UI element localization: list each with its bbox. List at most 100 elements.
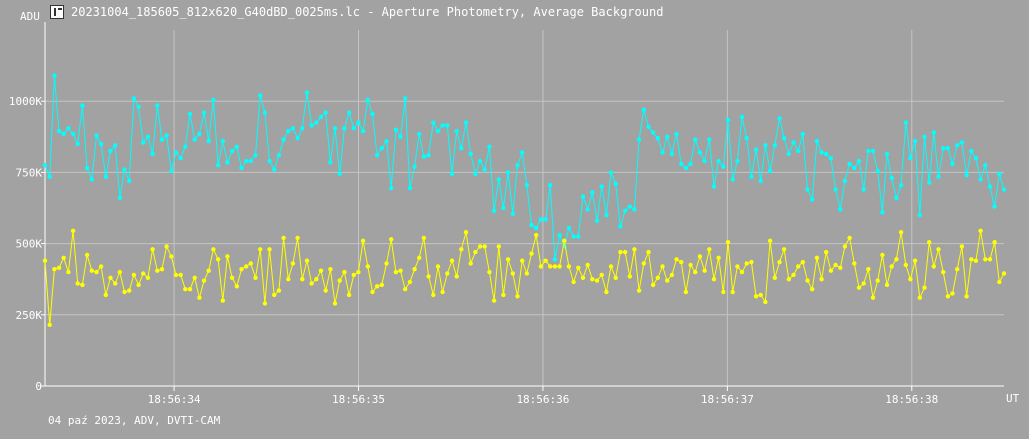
- data-point: [215, 163, 221, 168]
- data-point: [711, 184, 717, 189]
- data-point: [861, 187, 866, 192]
- data-point: [665, 278, 670, 283]
- data-point: [323, 110, 328, 115]
- data-point: [571, 279, 576, 285]
- data-point: [725, 117, 731, 122]
- data-point: [688, 262, 693, 268]
- data-point: [473, 249, 478, 255]
- data-point: [89, 177, 95, 182]
- data-point: [898, 183, 904, 188]
- data-point: [618, 249, 623, 255]
- data-point: [290, 126, 296, 131]
- data-point: [632, 247, 637, 252]
- data-point: [824, 151, 829, 157]
- data-point: [61, 131, 66, 137]
- data-point: [594, 278, 600, 283]
- grid: [45, 30, 1004, 386]
- data-point: [342, 126, 347, 131]
- data-point: [103, 292, 109, 298]
- data-point: [449, 258, 455, 263]
- data-point: [379, 146, 384, 151]
- data-point: [360, 238, 366, 243]
- data-point: [580, 194, 586, 199]
- data-point: [61, 255, 66, 260]
- data-point: [641, 107, 646, 112]
- data-point: [838, 207, 843, 212]
- data-point: [183, 144, 188, 149]
- data-point: [201, 110, 207, 115]
- data-point: [435, 264, 441, 269]
- data-point: [281, 235, 286, 241]
- data-point: [969, 257, 974, 262]
- data-point: [370, 289, 375, 295]
- data-point: [665, 134, 670, 139]
- data-point: [75, 281, 80, 286]
- data-point: [491, 208, 497, 213]
- data-point: [987, 257, 993, 262]
- data-point: [786, 277, 791, 282]
- data-point: [973, 156, 979, 161]
- data-point: [880, 210, 885, 215]
- x-tick-label: 18:56:35: [332, 393, 385, 406]
- data-point: [346, 110, 352, 115]
- data-point: [735, 158, 740, 164]
- data-point: [131, 96, 137, 101]
- data-point: [650, 130, 656, 135]
- data-point: [309, 123, 314, 128]
- data-point: [707, 137, 712, 142]
- data-point: [824, 249, 829, 255]
- app-icon: [50, 5, 64, 19]
- data-point: [674, 257, 679, 262]
- data-point: [520, 258, 525, 263]
- data-point: [52, 73, 57, 78]
- data-point: [510, 211, 515, 216]
- data-point: [136, 282, 141, 288]
- y-tick-label: 750K: [16, 166, 43, 179]
- data-point: [777, 259, 782, 265]
- data-point: [117, 195, 123, 201]
- data-point: [253, 153, 258, 158]
- data-point: [739, 114, 745, 120]
- data-point: [636, 288, 642, 293]
- data-point: [660, 264, 665, 269]
- data-point: [950, 161, 955, 167]
- data-point: [94, 133, 99, 138]
- data-point: [220, 298, 225, 303]
- data-point: [618, 224, 623, 229]
- data-point: [426, 153, 431, 158]
- data-point: [917, 212, 922, 218]
- data-point: [646, 124, 651, 129]
- data-point: [365, 97, 370, 103]
- data-point: [70, 228, 76, 233]
- data-point: [767, 168, 773, 174]
- data-point: [520, 150, 525, 155]
- data-point: [272, 167, 277, 172]
- data-point: [955, 143, 960, 148]
- data-point: [169, 254, 174, 259]
- data-point: [47, 322, 52, 327]
- data-point: [805, 187, 810, 192]
- data-point: [463, 120, 469, 125]
- data-point: [70, 131, 76, 137]
- data-point: [814, 138, 820, 144]
- data-point: [141, 271, 146, 276]
- data-point: [866, 148, 871, 154]
- data-point: [384, 138, 389, 144]
- data-point: [636, 137, 642, 142]
- data-point: [318, 268, 324, 273]
- data-point: [360, 128, 366, 134]
- data-point: [576, 265, 581, 270]
- data-point: [772, 143, 777, 148]
- data-point: [183, 287, 188, 292]
- data-point: [730, 289, 735, 295]
- data-point: [936, 247, 941, 252]
- data-point: [290, 261, 296, 266]
- data-point: [328, 267, 333, 272]
- data-point: [894, 257, 899, 262]
- data-point: [164, 244, 169, 249]
- data-point: [206, 138, 211, 144]
- data-point: [917, 295, 922, 300]
- data-point: [412, 267, 417, 272]
- data-point: [557, 232, 562, 238]
- data-point: [983, 163, 988, 168]
